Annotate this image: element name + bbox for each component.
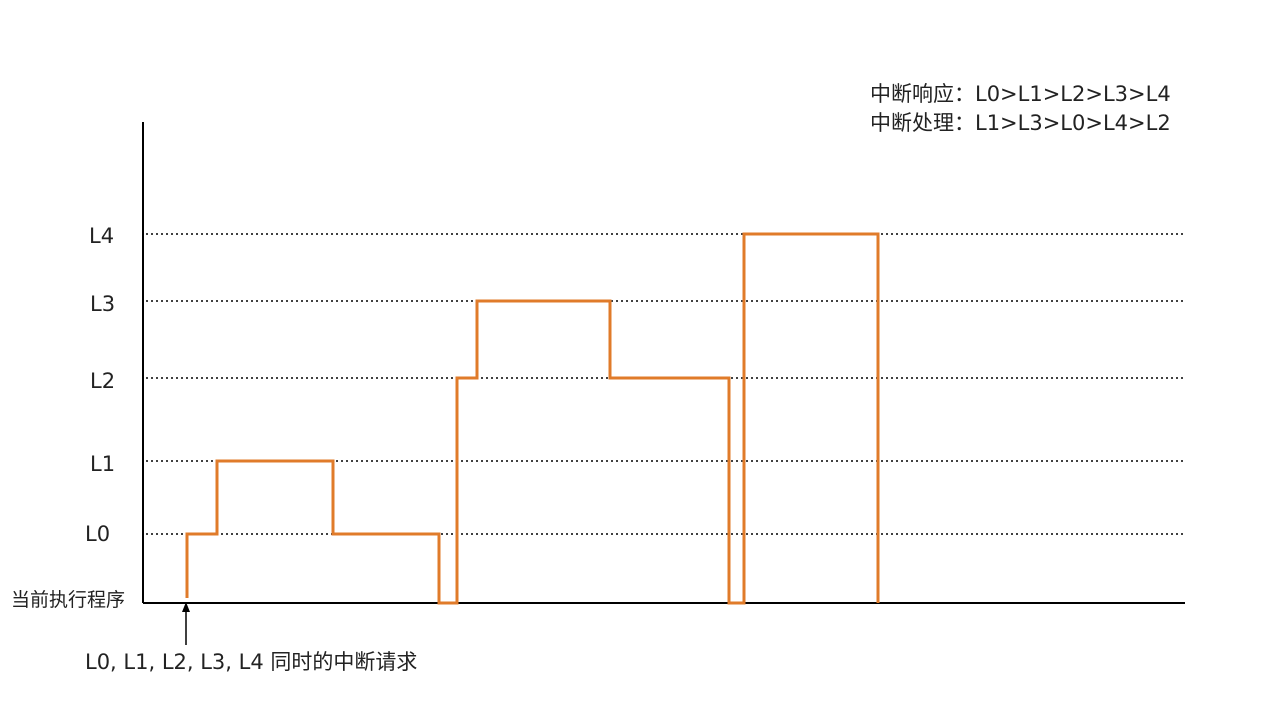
execution-trace <box>185 232 880 605</box>
request-arrow-head <box>182 602 190 612</box>
level-label-l3: L3 <box>90 292 116 316</box>
legend-handling-order: 中断处理：L1>L3>L0>L4>L2 <box>870 111 1171 135</box>
request-caption: L0, L1, L2, L3, L4 同时的中断请求 <box>85 650 418 674</box>
legend-response-order: 中断响应：L0>L1>L2>L3>L4 <box>870 82 1171 106</box>
level-label-l4: L4 <box>89 224 115 248</box>
level-label-l0: L0 <box>85 522 111 546</box>
level-label-l2: L2 <box>90 369 116 393</box>
baseline-label: 当前执行程序 <box>11 589 126 611</box>
level-label-l1: L1 <box>90 452 116 476</box>
